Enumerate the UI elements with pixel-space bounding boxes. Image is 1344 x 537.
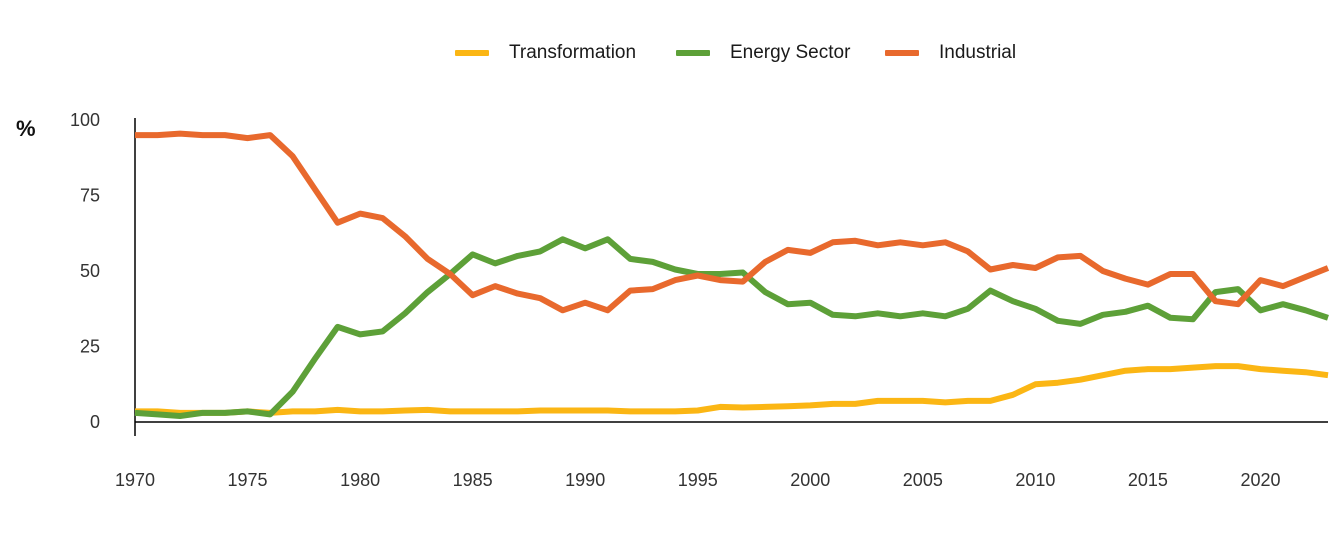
x-tick-label: 1980 [340,470,380,490]
tick-labels: 0 25 50 75 100 1970 1975 1980 1985 1990 1995 2000 20… [70,110,1281,490]
x-tick-label: 2010 [1015,470,1055,490]
x-tick-label: 2015 [1128,470,1168,490]
series-line-industrial [135,130,1330,314]
series-layer [134,130,1330,419]
legend-item: Energy Sector [676,40,850,66]
x-tick-label: 1990 [565,470,605,490]
y-tick-label: 75 [80,186,100,206]
x-tick-label: 1995 [678,470,718,490]
y-tick-label: 100 [70,110,100,130]
legend-item: Transformation [455,40,636,66]
x-tick-label: 1970 [115,470,155,490]
series-line-energy-sector [134,236,1329,419]
legend-item: Industrial [885,40,1016,66]
y-tick-label: 25 [80,337,100,357]
legend-swatch [885,50,919,56]
chart-legend: Transformation Energy Sector Industrial [0,40,1344,66]
x-tick-label: 2005 [903,470,943,490]
y-tick-label: 0 [90,412,100,432]
x-tick-label: 2020 [1240,470,1280,490]
axes [134,118,1328,436]
x-tick-label: 1985 [453,470,493,490]
legend-label: Industrial [939,42,1017,63]
x-tick-label: 1975 [228,470,268,490]
x-tick-label: 2000 [790,470,830,490]
legend-label: Energy Sector [730,42,851,63]
legend-swatch [676,50,710,56]
y-axis-unit-label: % [16,116,36,141]
series-line-transformation [135,363,1329,416]
y-tick-label: 50 [80,261,100,281]
legend-swatch [455,50,489,56]
legend-label: Transformation [509,42,637,63]
